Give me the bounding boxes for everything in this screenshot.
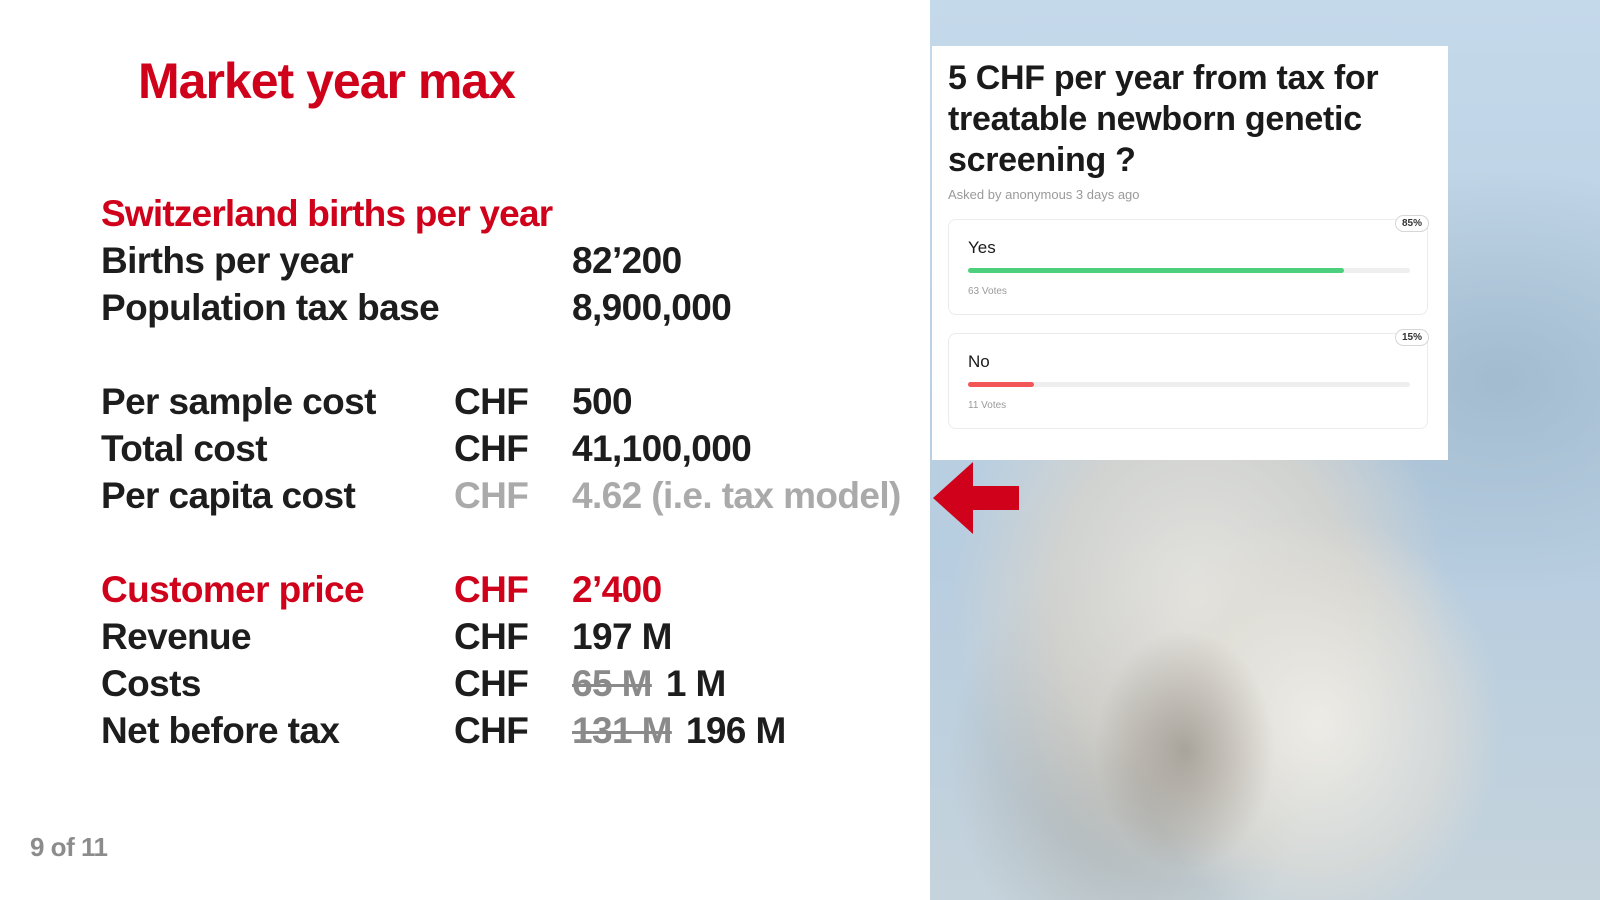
arrow-left-icon [933, 462, 1019, 534]
net-before-tax-row: Net before tax CHF 131 M 196 M [0, 710, 930, 756]
struck-old-value: 65 M [572, 663, 652, 704]
poll-option-no[interactable]: 15% No 11 Votes [948, 329, 1429, 429]
row-label: Population tax base [101, 287, 440, 328]
row-currency: CHF [454, 475, 529, 516]
vote-count: 11 Votes [968, 400, 1007, 411]
poll-question: 5 CHF per year from tax for treatable ne… [948, 59, 1379, 179]
row-value-group: 65 M 1 M [572, 663, 726, 705]
row-currency: CHF [454, 381, 529, 422]
percent-badge: 15% [1394, 329, 1429, 346]
row-value: 8,900,000 [572, 287, 732, 328]
background-figure-shadow [1060, 600, 1310, 900]
births-section-heading: Switzerland births per year [101, 193, 553, 234]
poll-panel: 5 CHF per year from tax for treatable ne… [932, 46, 1448, 460]
row-label: Costs [101, 663, 201, 704]
option-label: No [968, 352, 990, 371]
row-label: Births per year [101, 240, 354, 281]
row-value: 500 [572, 381, 633, 422]
revenue-row: Revenue CHF 197 M [0, 616, 930, 662]
row-value: 82’200 [572, 240, 682, 281]
progress-fill [968, 268, 1344, 273]
row-label: Customer price [101, 569, 365, 610]
new-value: 196 M [685, 710, 786, 751]
option-label: Yes [968, 238, 996, 257]
births-per-year-row: Births per year 82’200 [0, 240, 930, 286]
row-value-group: 131 M 196 M [572, 710, 786, 752]
background-cloth [1130, 460, 1600, 900]
row-currency: CHF [454, 428, 529, 469]
customer-price-row: Customer price CHF 2’400 [0, 569, 930, 615]
population-tax-base-row: Population tax base 8,900,000 [0, 287, 930, 333]
slide-title: Market year max [138, 53, 516, 109]
row-currency: CHF [454, 616, 529, 657]
row-label: Revenue [101, 616, 252, 657]
progress-track [968, 268, 1410, 273]
row-value: 4.62 (i.e. tax model) [572, 475, 901, 516]
new-value: 1 M [665, 663, 726, 704]
page-indicator: 9 of 11 [30, 832, 108, 862]
poll-option-yes[interactable]: 85% Yes 63 Votes [948, 215, 1429, 315]
row-currency: CHF [454, 663, 529, 704]
progress-fill [968, 382, 1035, 387]
struck-old-value: 131 M [572, 710, 672, 751]
per-capita-cost-row: Per capita cost CHF 4.62 (i.e. tax model… [0, 475, 930, 521]
poll-meta: Asked by anonymous 3 days ago [948, 187, 1140, 202]
progress-track [968, 382, 1410, 387]
row-currency: CHF [454, 569, 529, 610]
row-label: Total cost [101, 428, 268, 469]
total-cost-row: Total cost CHF 41,100,000 [0, 428, 930, 474]
vote-count: 63 Votes [968, 286, 1007, 297]
row-label: Per capita cost [101, 475, 356, 516]
row-value: 2’400 [572, 569, 662, 610]
percent-badge: 85% [1394, 215, 1429, 232]
row-currency: CHF [454, 710, 529, 751]
costs-row: Costs CHF 65 M 1 M [0, 663, 930, 709]
row-value: 197 M [572, 616, 672, 657]
row-label: Net before tax [101, 710, 340, 751]
row-label: Per sample cost [101, 381, 376, 422]
per-sample-cost-row: Per sample cost CHF 500 [0, 381, 930, 427]
row-value: 41,100,000 [572, 428, 752, 469]
